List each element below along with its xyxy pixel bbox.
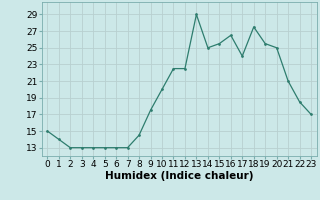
X-axis label: Humidex (Indice chaleur): Humidex (Indice chaleur) [105,171,253,181]
